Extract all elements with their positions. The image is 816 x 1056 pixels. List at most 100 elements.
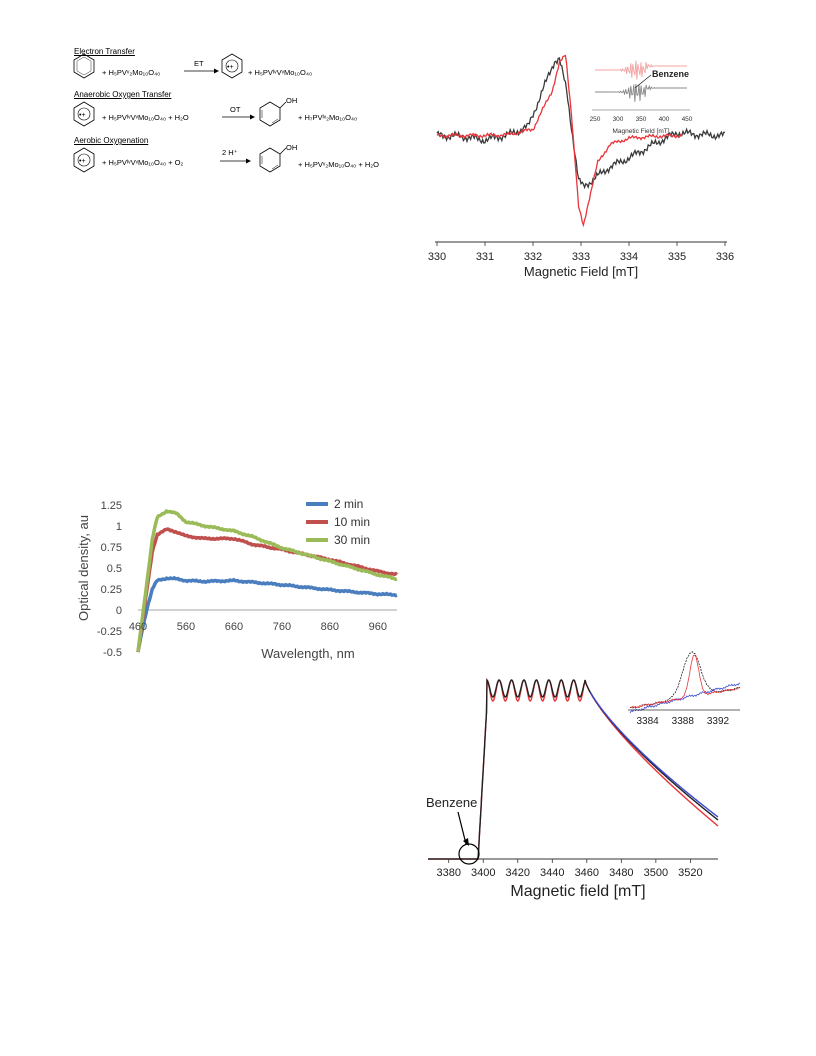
reactants-text: + H₅PVᴵᵛVᵛMo₁₀O₄₀ + H₂O	[102, 113, 189, 122]
field-series-line	[428, 677, 719, 860]
x-tick-label: 960	[369, 621, 387, 633]
epr-inset: 250 300 350 400 450 Magnetic Field [mT] Benz…	[590, 60, 693, 135]
optical-density-chart: -0.5 -0.25 0 0.25 0.5 0.75 1 1.25 460 560 660 760 8…	[76, 497, 398, 661]
inset-tick-label: 400	[659, 116, 670, 123]
inset-series-line	[629, 650, 741, 709]
arrow-label: ET	[194, 59, 204, 68]
x-tick-label: 560	[177, 621, 195, 633]
optical-series-line	[136, 527, 398, 653]
x-tick-label: 332	[524, 251, 542, 263]
svg-text:•+: •+	[79, 112, 86, 119]
x-axis-label: Wavelength, nm	[261, 646, 354, 661]
epr-plot-area	[436, 54, 726, 228]
epr-series-line	[436, 54, 683, 228]
y-tick-label: 1	[116, 521, 122, 533]
inset-tick-labels: 250 300 350 400 450	[590, 116, 693, 123]
products-text: + H₇PVᴵᵛ₂Mo₁₀O₄₀	[298, 113, 358, 122]
x-tick-labels: 3380 3400 3420 3440 3460 3480 3500 3520	[436, 859, 703, 879]
x-tick-label: 460	[129, 621, 147, 633]
y-tick-label: 0.75	[101, 542, 122, 554]
arrow-label: 2 H⁺	[222, 148, 238, 157]
arrow-label: OT	[230, 105, 241, 114]
legend-label: 2 min	[334, 497, 363, 511]
x-tick-label: 760	[273, 621, 291, 633]
section-title: Aerobic Oxygenation	[74, 136, 149, 145]
benzene-ring-1	[73, 53, 95, 79]
x-tick-label: 3400	[471, 867, 495, 879]
inset-tick-label: 3392	[707, 716, 730, 727]
y-tick-labels: -0.5 -0.25 0 0.25 0.5 0.75 1 1.25	[97, 500, 397, 659]
oh-label: OH	[286, 143, 298, 152]
x-axis-label: Magnetic Field [mT]	[524, 264, 638, 279]
epr-chart: 330 331 332 333 334 335 336 Magnetic Field [mT…	[428, 54, 734, 279]
scheme-structures: •+ •+ •+	[73, 53, 287, 173]
y-tick-label: -0.25	[97, 626, 122, 638]
y-tick-label: 0	[116, 605, 122, 617]
x-tick-labels: 460 560 660 760 860 960	[129, 621, 387, 633]
inset-series-line	[629, 682, 741, 714]
x-tick-label: 331	[476, 251, 494, 263]
x-tick-labels: 330 331 332 333 334 335 336	[428, 242, 734, 263]
legend-label: 30 min	[334, 533, 370, 547]
x-tick-label: 336	[716, 251, 734, 263]
x-tick-label: 3520	[678, 867, 702, 879]
phenol-2	[259, 147, 287, 173]
products-text: + H₅PVᵛ₂Mo₁₀O₄₀ + H₂O	[298, 160, 380, 169]
inset-tick-label: 300	[613, 116, 624, 123]
y-tick-label: 0.25	[101, 584, 122, 596]
section-title: Anaerobic Oxygen Transfer	[74, 90, 172, 99]
inset-tick-label: 350	[636, 116, 647, 123]
x-tick-label: 3420	[506, 867, 530, 879]
inset-series-line	[595, 83, 687, 102]
field-series-line	[428, 678, 719, 860]
phenol-1	[259, 101, 287, 127]
x-tick-label: 660	[225, 621, 243, 633]
oh-label: OH	[286, 96, 298, 105]
benzene-arrow	[457, 811, 467, 845]
inset-series-line	[629, 654, 741, 709]
legend-label: 10 min	[334, 515, 370, 529]
benzene-radical-cation-2: •+	[73, 101, 95, 127]
x-tick-label: 3380	[436, 867, 460, 879]
inset-series-line	[595, 60, 687, 80]
x-tick-label: 333	[572, 251, 590, 263]
reaction-scheme: •+ •+ •+ Electron Transfer + H₅PVᵛ₂Mo₁₀O…	[72, 44, 402, 184]
section-title: Electron Transfer	[74, 47, 135, 56]
inset-tick-labels: 3384 3388 3392	[636, 716, 729, 727]
benzene-radical-cation-3: •+	[73, 147, 95, 173]
y-tick-label: 1.25	[101, 500, 122, 512]
inset-tick-label: 250	[590, 116, 601, 123]
field-plot-area	[428, 677, 719, 860]
legend: 2 min 10 min 30 min	[306, 497, 370, 547]
svg-text:•+: •+	[227, 64, 234, 71]
x-tick-label: 330	[428, 251, 446, 263]
x-tick-label: 335	[668, 251, 686, 263]
benzene-label: Benzene	[652, 69, 689, 79]
benzene-circle	[458, 843, 480, 865]
benzene-radical-cation-1: •+	[221, 53, 243, 79]
epr-field-chart: 3380 3400 3420 3440 3460 3480 3500 3520 Magneti…	[426, 650, 741, 900]
inset-x-label: Magnetic Field [mT]	[612, 128, 669, 135]
epr-series-line	[436, 57, 726, 190]
optical-series-line	[136, 508, 398, 653]
x-tick-label: 3460	[575, 867, 599, 879]
inset-tick-label: 450	[682, 116, 693, 123]
field-series-line	[589, 692, 719, 818]
inset-tick-label: 3388	[672, 716, 695, 727]
benzene-label: Benzene	[426, 795, 477, 810]
optical-series-line	[136, 575, 398, 653]
x-tick-label: 334	[620, 251, 638, 263]
x-tick-label: 860	[321, 621, 339, 633]
x-tick-label: 3480	[609, 867, 633, 879]
x-tick-label: 3500	[644, 867, 668, 879]
x-tick-label: 3440	[540, 867, 564, 879]
field-inset: 3384 3388 3392	[628, 650, 741, 727]
products-text: + H₅PVᴵᵛVᵛMo₁₀O₄₀	[248, 68, 313, 77]
y-axis-label: Optical density, au	[76, 515, 91, 621]
benzene-pointer	[634, 74, 652, 89]
optical-plot-area	[136, 508, 398, 653]
reactants-text: + H₅PVᵛ₂Mo₁₀O₄₀	[102, 68, 161, 77]
reactants-text: + H₅PVᴵᵛVᵛMo₁₀O₄₀ + O₂	[102, 158, 184, 167]
y-tick-label: 0.5	[107, 563, 122, 575]
inset-tick-label: 3384	[636, 716, 659, 727]
